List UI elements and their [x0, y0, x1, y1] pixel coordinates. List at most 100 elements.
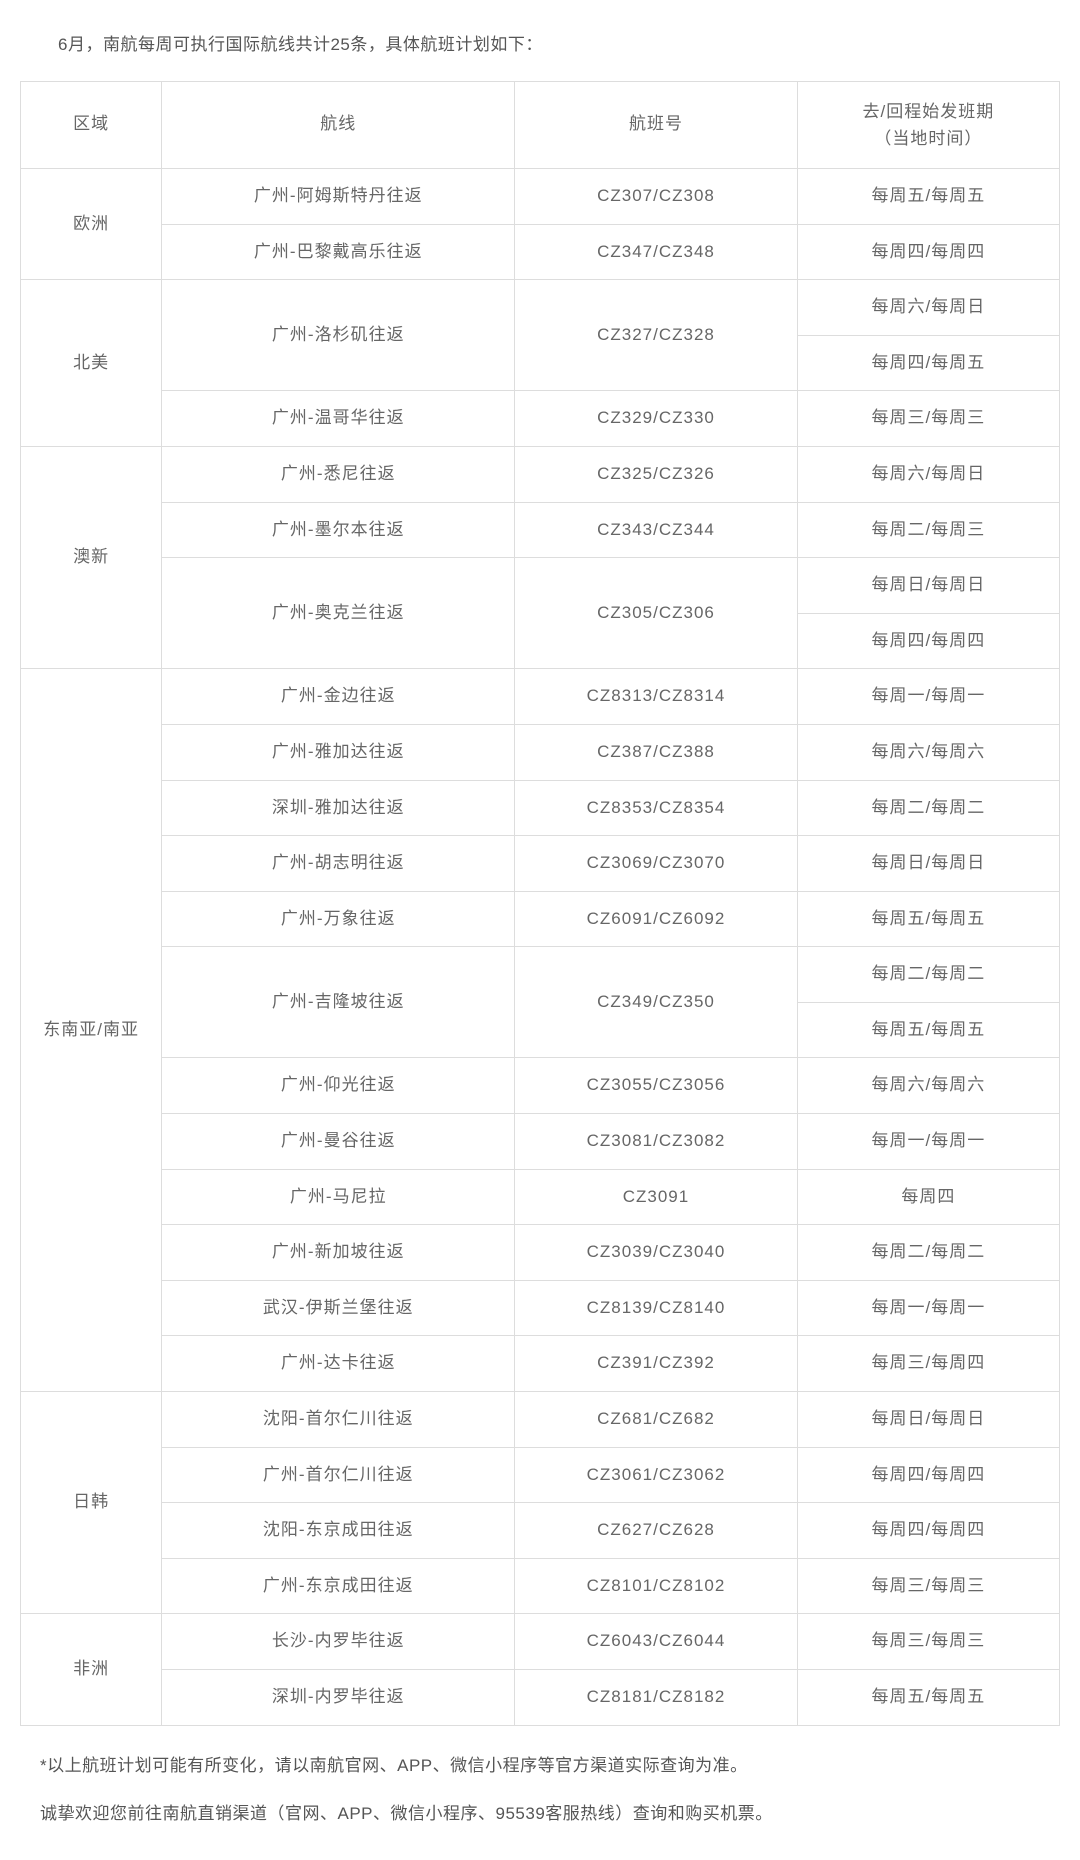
route-cell: 广州-墨尔本往返	[162, 502, 515, 558]
flight-cell: CZ8313/CZ8314	[515, 669, 797, 725]
flight-cell: CZ305/CZ306	[515, 558, 797, 669]
flight-schedule-table: 区域 航线 航班号 去/回程始发班期 （当地时间） 欧洲 广州-阿姆斯特丹往返 …	[20, 81, 1060, 1726]
route-cell: 广州-阿姆斯特丹往返	[162, 168, 515, 224]
schedule-cell: 每周三/每周三	[797, 1558, 1059, 1614]
table-header-row: 区域 航线 航班号 去/回程始发班期 （当地时间）	[21, 81, 1060, 168]
route-cell: 广州-马尼拉	[162, 1169, 515, 1225]
schedule-cell: 每周四/每周四	[797, 224, 1059, 280]
table-row: 广州-胡志明往返 CZ3069/CZ3070 每周日/每周日	[21, 836, 1060, 892]
table-row: 广州-达卡往返 CZ391/CZ392 每周三/每周四	[21, 1336, 1060, 1392]
table-row: 深圳-雅加达往返 CZ8353/CZ8354 每周二/每周二	[21, 780, 1060, 836]
flight-cell: CZ681/CZ682	[515, 1392, 797, 1448]
table-row: 东南亚/南亚 广州-金边往返 CZ8313/CZ8314 每周一/每周一	[21, 669, 1060, 725]
schedule-cell: 每周六/每周日	[797, 280, 1059, 336]
header-schedule-line2: （当地时间）	[806, 125, 1051, 152]
flight-cell: CZ6043/CZ6044	[515, 1614, 797, 1670]
table-row: 沈阳-东京成田往返 CZ627/CZ628 每周四/每周四	[21, 1503, 1060, 1559]
route-cell: 广州-悉尼往返	[162, 446, 515, 502]
flight-cell: CZ3055/CZ3056	[515, 1058, 797, 1114]
flight-cell: CZ8101/CZ8102	[515, 1558, 797, 1614]
route-cell: 广州-雅加达往返	[162, 724, 515, 780]
schedule-cell: 每周六/每周六	[797, 724, 1059, 780]
schedule-cell: 每周二/每周二	[797, 947, 1059, 1003]
table-row: 广州-吉隆坡往返 CZ349/CZ350 每周二/每周二	[21, 947, 1060, 1003]
table-row: 欧洲 广州-阿姆斯特丹往返 CZ307/CZ308 每周五/每周五	[21, 168, 1060, 224]
schedule-cell: 每周日/每周日	[797, 558, 1059, 614]
table-row: 广州-巴黎戴高乐往返 CZ347/CZ348 每周四/每周四	[21, 224, 1060, 280]
schedule-cell: 每周四/每周五	[797, 335, 1059, 391]
table-row: 广州-墨尔本往返 CZ343/CZ344 每周二/每周三	[21, 502, 1060, 558]
schedule-cell: 每周一/每周一	[797, 1114, 1059, 1170]
schedule-cell: 每周二/每周二	[797, 1225, 1059, 1281]
table-row: 非洲 长沙-内罗毕往返 CZ6043/CZ6044 每周三/每周三	[21, 1614, 1060, 1670]
schedule-cell: 每周一/每周一	[797, 669, 1059, 725]
table-row: 北美 广州-洛杉矶往返 CZ327/CZ328 每周六/每周日	[21, 280, 1060, 336]
route-cell: 沈阳-东京成田往返	[162, 1503, 515, 1559]
route-cell: 长沙-内罗毕往返	[162, 1614, 515, 1670]
route-cell: 沈阳-首尔仁川往返	[162, 1392, 515, 1448]
table-row: 广州-马尼拉 CZ3091 每周四	[21, 1169, 1060, 1225]
region-cell: 非洲	[21, 1614, 162, 1725]
flight-cell: CZ3091	[515, 1169, 797, 1225]
table-row: 深圳-内罗毕往返 CZ8181/CZ8182 每周五/每周五	[21, 1670, 1060, 1726]
flight-cell: CZ343/CZ344	[515, 502, 797, 558]
table-row: 广州-曼谷往返 CZ3081/CZ3082 每周一/每周一	[21, 1114, 1060, 1170]
schedule-cell: 每周四/每周四	[797, 1503, 1059, 1559]
flight-cell: CZ347/CZ348	[515, 224, 797, 280]
flight-cell: CZ387/CZ388	[515, 724, 797, 780]
schedule-cell: 每周三/每周四	[797, 1336, 1059, 1392]
flight-cell: CZ325/CZ326	[515, 446, 797, 502]
schedule-cell: 每周日/每周日	[797, 836, 1059, 892]
schedule-cell: 每周五/每周五	[797, 891, 1059, 947]
schedule-cell: 每周四/每周四	[797, 613, 1059, 669]
flight-cell: CZ8139/CZ8140	[515, 1280, 797, 1336]
flight-cell: CZ307/CZ308	[515, 168, 797, 224]
table-row: 广州-新加坡往返 CZ3039/CZ3040 每周二/每周二	[21, 1225, 1060, 1281]
route-cell: 广州-新加坡往返	[162, 1225, 515, 1281]
flight-cell: CZ3069/CZ3070	[515, 836, 797, 892]
closing-text: 诚挚欢迎您前往南航直销渠道（官网、APP、微信小程序、95539客服热线）查询和…	[20, 1799, 1060, 1830]
flight-cell: CZ3039/CZ3040	[515, 1225, 797, 1281]
route-cell: 广州-奥克兰往返	[162, 558, 515, 669]
schedule-cell: 每周四	[797, 1169, 1059, 1225]
header-flight-no: 航班号	[515, 81, 797, 168]
table-row: 广州-首尔仁川往返 CZ3061/CZ3062 每周四/每周四	[21, 1447, 1060, 1503]
table-row: 广州-仰光往返 CZ3055/CZ3056 每周六/每周六	[21, 1058, 1060, 1114]
schedule-cell: 每周五/每周五	[797, 168, 1059, 224]
flight-cell: CZ6091/CZ6092	[515, 891, 797, 947]
route-cell: 广州-胡志明往返	[162, 836, 515, 892]
flight-cell: CZ391/CZ392	[515, 1336, 797, 1392]
table-row: 武汉-伊斯兰堡往返 CZ8139/CZ8140 每周一/每周一	[21, 1280, 1060, 1336]
route-cell: 深圳-内罗毕往返	[162, 1670, 515, 1726]
flight-cell: CZ627/CZ628	[515, 1503, 797, 1559]
schedule-cell: 每周三/每周三	[797, 1614, 1059, 1670]
footnote-text: *以上航班计划可能有所变化，请以南航官网、APP、微信小程序等官方渠道实际查询为…	[20, 1751, 1060, 1782]
table-row: 广州-奥克兰往返 CZ305/CZ306 每周日/每周日	[21, 558, 1060, 614]
schedule-cell: 每周五/每周五	[797, 1670, 1059, 1726]
schedule-cell: 每周一/每周一	[797, 1280, 1059, 1336]
region-cell: 北美	[21, 280, 162, 447]
flight-cell: CZ8181/CZ8182	[515, 1670, 797, 1726]
route-cell: 广州-温哥华往返	[162, 391, 515, 447]
schedule-cell: 每周日/每周日	[797, 1392, 1059, 1448]
route-cell: 广州-仰光往返	[162, 1058, 515, 1114]
region-cell: 欧洲	[21, 168, 162, 279]
region-cell: 日韩	[21, 1392, 162, 1614]
schedule-cell: 每周二/每周二	[797, 780, 1059, 836]
table-row: 广州-东京成田往返 CZ8101/CZ8102 每周三/每周三	[21, 1558, 1060, 1614]
header-region: 区域	[21, 81, 162, 168]
route-cell: 广州-巴黎戴高乐往返	[162, 224, 515, 280]
header-schedule-line1: 去/回程始发班期	[806, 98, 1051, 125]
flight-cell: CZ8353/CZ8354	[515, 780, 797, 836]
flight-cell: CZ327/CZ328	[515, 280, 797, 391]
table-row: 广州-雅加达往返 CZ387/CZ388 每周六/每周六	[21, 724, 1060, 780]
header-schedule: 去/回程始发班期 （当地时间）	[797, 81, 1059, 168]
schedule-cell: 每周二/每周三	[797, 502, 1059, 558]
table-row: 广州-温哥华往返 CZ329/CZ330 每周三/每周三	[21, 391, 1060, 447]
intro-text: 6月，南航每周可执行国际航线共计25条，具体航班计划如下：	[20, 30, 1060, 61]
route-cell: 广州-洛杉矶往返	[162, 280, 515, 391]
route-cell: 广州-吉隆坡往返	[162, 947, 515, 1058]
route-cell: 广州-金边往返	[162, 669, 515, 725]
table-row: 日韩 沈阳-首尔仁川往返 CZ681/CZ682 每周日/每周日	[21, 1392, 1060, 1448]
route-cell: 广州-东京成田往返	[162, 1558, 515, 1614]
